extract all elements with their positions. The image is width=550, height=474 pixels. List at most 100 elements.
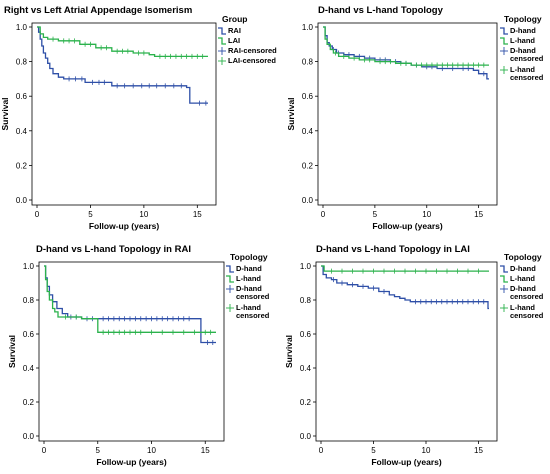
x-axis-label: Follow-up (years) <box>89 221 160 231</box>
chart-title: D-hand vs L-hand Topology <box>318 5 444 16</box>
plot-frame <box>38 261 225 442</box>
y-axis-label: Survival <box>0 97 10 130</box>
chart-title: Right vs Left Atrial Appendage Isomerism <box>4 5 192 16</box>
y-axis-label: Survival <box>284 335 294 368</box>
legend-label: D-hand censored <box>510 46 544 63</box>
y-tick-label: 1.0 <box>302 23 314 32</box>
chart-panel-4: D-hand vs L-hand Topology in LAI 0.0 0.2 0.… <box>284 244 544 467</box>
x-tick-label: 5 <box>88 210 93 219</box>
x-tick-label: 10 <box>139 210 148 219</box>
legend-line-swatch <box>226 275 234 283</box>
x-axis-label: Follow-up (years) <box>371 457 442 467</box>
y-tick-label: 0.8 <box>23 296 35 305</box>
legend-title: Topology <box>230 252 268 262</box>
y-tick-label: 0.6 <box>302 92 314 101</box>
y-tick-label: 1.0 <box>16 23 28 32</box>
y-tick-label: 0.4 <box>23 364 35 373</box>
y-tick-label: 0.2 <box>16 161 28 170</box>
survival-curve <box>37 26 208 58</box>
chart-panel-3: D-hand vs L-hand Topology in RAI 0.0 0.2 0.… <box>7 244 270 467</box>
y-tick-label: 0.0 <box>300 432 312 441</box>
y-axis-label: Survival <box>286 97 296 130</box>
y-tick-label: 0.8 <box>302 58 314 67</box>
legend-label: D-hand <box>510 26 536 35</box>
y-axis-label: Survival <box>7 335 17 368</box>
y-tick-label: 0.2 <box>302 161 314 170</box>
legend-label: L-hand <box>510 274 535 283</box>
y-tick-label: 0.6 <box>300 330 312 339</box>
legend-line-swatch <box>500 27 508 35</box>
y-tick-label: 0.6 <box>16 92 28 101</box>
legend-label: D-hand censored <box>510 284 544 301</box>
survival-curve <box>321 265 489 310</box>
x-tick-label: 5 <box>373 210 378 219</box>
legend-line-swatch <box>500 265 508 273</box>
x-axis-label: Follow-up (years) <box>96 457 167 467</box>
legend-label: LAI-censored <box>228 56 276 65</box>
legend-label: D-hand <box>236 264 262 273</box>
x-tick-label: 15 <box>474 446 483 455</box>
chart-panel-2: D-hand vs L-hand Topology 0.0 0.2 0.4 0.6 0.8… <box>286 5 544 231</box>
survival-curve <box>44 265 216 333</box>
series-lai <box>37 26 208 59</box>
y-tick-label: 1.0 <box>300 262 312 271</box>
y-tick-label: 0.2 <box>300 398 312 407</box>
legend-label: LAI <box>228 36 240 45</box>
y-tick-label: 0.0 <box>302 196 314 205</box>
series-d-hand <box>321 265 489 310</box>
x-tick-label: 15 <box>474 210 483 219</box>
x-tick-label: 0 <box>35 210 40 219</box>
legend-line-swatch <box>218 37 226 45</box>
x-tick-label: 5 <box>371 446 376 455</box>
legend-title: Group <box>222 14 248 24</box>
legend-title: Topology <box>504 252 542 262</box>
survival-curve <box>37 26 208 104</box>
survival-curve <box>323 26 489 80</box>
plot-frame <box>31 22 217 206</box>
legend-label: RAI <box>228 26 241 35</box>
legend-line-swatch <box>500 37 508 45</box>
legend-title: Topology <box>504 14 542 24</box>
series-d-hand <box>323 26 489 80</box>
legend-label: L-hand censored <box>510 303 544 320</box>
legend-label: D-hand censored <box>236 284 270 301</box>
y-tick-label: 0.0 <box>16 196 28 205</box>
survival-curve <box>323 26 489 66</box>
legend-label: L-hand <box>236 274 261 283</box>
legend-label: L-hand censored <box>510 65 544 82</box>
chart-panel-1: Right vs Left Atrial Appendage Isomerism… <box>0 5 277 231</box>
x-tick-label: 10 <box>422 446 431 455</box>
chart-title: D-hand vs L-hand Topology in RAI <box>36 244 191 255</box>
y-tick-label: 0.8 <box>16 58 28 67</box>
chart-title: D-hand vs L-hand Topology in LAI <box>316 244 470 255</box>
x-tick-label: 5 <box>96 446 101 455</box>
x-tick-label: 0 <box>42 446 47 455</box>
y-tick-label: 0.4 <box>300 364 312 373</box>
x-tick-label: 0 <box>319 446 324 455</box>
legend-line-swatch <box>218 27 226 35</box>
series-l-hand <box>44 265 216 335</box>
plot-frame <box>315 261 498 442</box>
y-tick-label: 0.6 <box>23 330 35 339</box>
y-tick-label: 0.2 <box>23 398 35 407</box>
series-l-hand <box>323 26 489 68</box>
x-tick-label: 15 <box>193 210 202 219</box>
plot-frame <box>317 22 498 206</box>
legend-line-swatch <box>226 265 234 273</box>
x-tick-label: 0 <box>321 210 326 219</box>
x-tick-label: 15 <box>201 446 210 455</box>
series-l-hand <box>321 265 489 274</box>
series-rai <box>37 26 208 106</box>
legend-label: L-hand censored <box>236 303 270 320</box>
legend-label: D-hand <box>510 264 536 273</box>
y-tick-label: 0.4 <box>16 127 28 136</box>
survival-curve <box>321 265 489 272</box>
legend-line-swatch <box>500 275 508 283</box>
x-axis-label: Follow-up (years) <box>372 221 443 231</box>
y-tick-label: 0.0 <box>23 432 35 441</box>
